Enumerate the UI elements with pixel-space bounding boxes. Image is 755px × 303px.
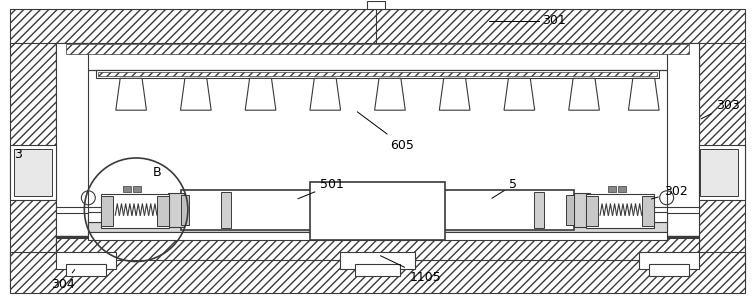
Bar [700,149,738,196]
Bar [88,212,667,222]
Bar [367,1,385,9]
Bar [639,251,698,269]
Bar [97,70,658,78]
Text: 302: 302 [652,185,688,199]
Bar [566,195,574,225]
Bar [14,149,53,196]
Bar [10,9,745,46]
Bar [355,265,400,276]
Bar [57,238,698,259]
Bar [181,195,189,225]
Polygon shape [374,78,405,110]
Bar [101,194,169,228]
Text: B: B [153,166,162,179]
Bar [88,42,667,251]
Bar [133,186,141,192]
Bar [10,251,745,293]
Text: 5: 5 [492,178,517,198]
Polygon shape [245,78,276,110]
Bar [168,193,184,227]
Text: 3: 3 [14,148,22,161]
Bar [10,145,57,200]
Bar [57,251,116,269]
Bar [642,196,654,226]
Polygon shape [569,78,599,110]
Text: 303: 303 [701,99,740,119]
Bar [586,194,654,228]
Bar [698,42,745,289]
Text: 605: 605 [357,112,414,152]
Bar [88,222,667,231]
Bar [181,190,574,230]
Bar [66,45,689,55]
Polygon shape [439,78,470,110]
Bar [698,145,745,200]
Bar [101,196,113,226]
Polygon shape [504,78,535,110]
Bar [157,196,169,226]
Bar [586,196,598,226]
Bar [608,186,616,192]
Bar [57,236,698,238]
Text: 301: 301 [542,14,566,27]
Polygon shape [180,78,211,110]
Bar [649,265,689,276]
Bar [618,186,626,192]
Bar [535,192,544,228]
Bar [98,72,657,76]
Bar [57,42,88,241]
Text: 304: 304 [51,270,76,291]
Bar [66,265,106,276]
Bar [123,186,131,192]
Bar [574,193,590,227]
Text: 501: 501 [298,178,344,199]
Text: 1105: 1105 [381,256,442,284]
Polygon shape [310,78,341,110]
Bar [10,42,57,289]
Bar [667,42,698,241]
Bar [220,192,231,228]
Polygon shape [116,78,146,110]
Bar [341,251,414,269]
Bar [88,231,667,240]
Bar [310,182,445,240]
Bar [57,42,698,70]
Polygon shape [628,78,659,110]
